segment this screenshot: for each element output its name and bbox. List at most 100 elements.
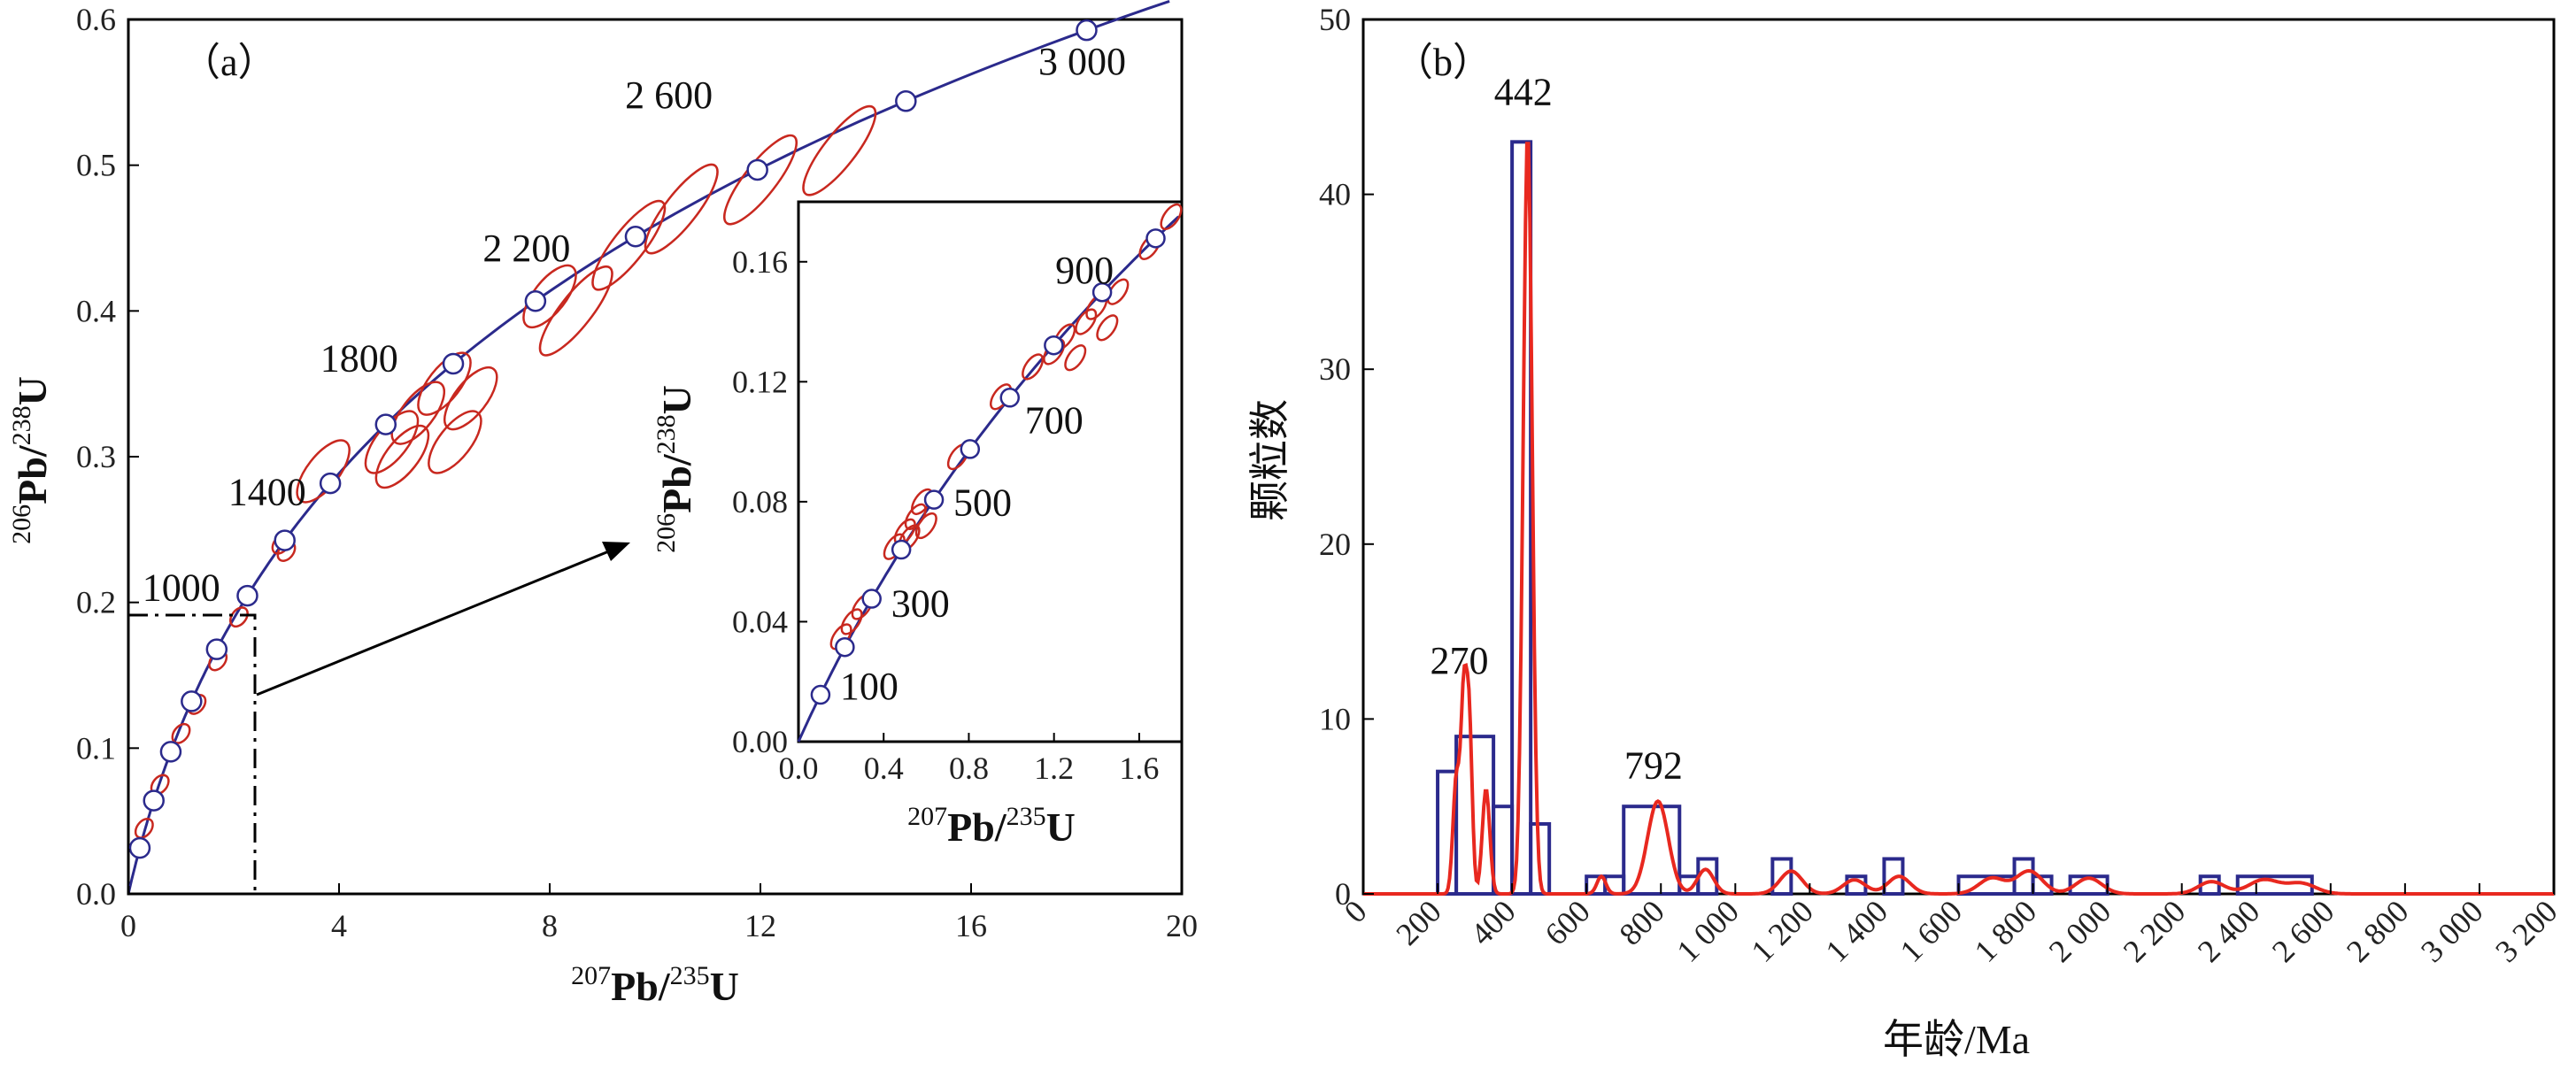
b-x-tick-label: 600 [1538,893,1596,951]
b-y-tick-label: 40 [1319,177,1351,212]
inset-age-marker [891,539,912,560]
b-x-tick-label: 1 800 [1968,893,2044,969]
inset-age-marker [810,684,831,705]
concordia-age-marker [624,225,647,248]
inset-concordia-markers [810,228,1166,705]
b-x-tick-label: 3 000 [2414,893,2490,969]
concordia-age-label: 2 200 [482,227,570,270]
peak-age-label: 442 [1494,71,1553,114]
inset-age-marker [1145,228,1166,249]
data-ellipse [644,163,719,255]
concordia-age-label: 2 600 [625,73,713,117]
inset-x-base2: U [1046,804,1076,850]
data-ellipse [228,606,249,628]
inset-data-ellipse [1107,278,1130,305]
concordia-age-label: 1400 [228,471,306,514]
inset-x-axis-label: 207Pb/235U [907,802,1076,850]
b-x-tick-label: 2 000 [2042,893,2118,969]
histogram-bar [1529,821,1552,897]
data-ellipse [417,351,472,416]
b-x-tick-label: 2 800 [2340,893,2416,969]
b-y-tick-label: 10 [1319,701,1351,736]
inset-y-base1: Pb/ [654,453,699,513]
inset-age-marker [861,589,882,609]
panel-a-x-sup1: 207 [571,961,611,990]
panel-a-x-axis-label: 207Pb/235U [571,961,739,1009]
panel-b-histogram-bars [1436,140,2314,897]
b-x-tick-label: 2 200 [2117,893,2193,969]
b-y-tick-label: 20 [1319,527,1351,562]
concordia-age-marker [895,90,917,112]
inset-y-tick-label: 0.16 [732,244,788,280]
panel-a-y-sup1: 206 [7,504,36,544]
panel-a-age-labels: 1000 1400 1800 2 200 2 600 3 000 [143,40,1126,610]
panel-b-y-ticks: 0 10 20 30 40 50 [1319,2,1374,912]
inset-y-sup2: 238 [652,414,681,454]
concordia-age-marker [128,836,151,859]
data-ellipse [522,264,577,329]
b-y-tick-label: 0 [1335,876,1351,912]
panel-b-x-axis-label: 年龄/Ma [1883,1017,2030,1062]
inset-x-sup1: 207 [907,802,947,831]
inset-y-tick-label: 0.08 [732,484,788,520]
b-x-tick-label: 1 000 [1670,893,1746,969]
panel-a-x-base1: Pb/ [611,964,671,1009]
y-tick-label: 0.5 [76,148,116,183]
concordia-age-marker [374,413,397,435]
panel-b-peak-labels: 270 442 792 [1430,71,1682,788]
concordia-age-marker [524,289,547,312]
panel-a-y-base2: U [10,376,55,405]
panel-a-label: （a） [181,41,277,84]
data-ellipse [802,104,877,196]
b-x-tick-label: 800 [1612,893,1670,951]
y-tick-label: 0.6 [76,2,116,37]
inset-age-marker [1091,281,1113,303]
data-ellipse [538,265,613,357]
inset-age-label: 300 [891,582,950,626]
data-ellipse [374,424,430,489]
panel-a-x-base2: U [710,964,739,1009]
b-x-tick-label: 1 200 [1744,893,1820,969]
inset-y-sup1: 206 [652,513,681,553]
arrow-head-icon [602,542,630,561]
inset-age-label: 900 [1055,249,1114,292]
inset-age-marker [835,636,855,658]
concordia-age-marker [143,789,165,812]
concordia-age-marker [205,638,228,660]
panel-a-zoom-box [127,613,257,896]
panel-a-y-ticks: 0.0 0.1 0.2 0.3 0.4 0.5 0.6 [76,2,139,912]
inset-y-tick-label: 0.04 [732,604,788,639]
inset-data-ellipse [1064,344,1087,372]
panel-a-x-sup2: 235 [670,961,710,990]
data-ellipse [134,817,154,839]
panel-b-kde-curve [1363,142,2554,896]
panel-a-y-base1: Pb/ [10,444,55,504]
concordia-age-marker [746,158,768,181]
inset-age-marker [960,439,981,459]
data-ellipse [443,366,498,431]
b-x-tick-label: 200 [1389,893,1447,951]
x-tick-label: 20 [1166,908,1198,943]
b-x-tick-label: 2 400 [2191,893,2267,969]
inset-data-ellipse [840,608,863,635]
inset-concordia-curve [797,215,1180,743]
panel-b-frame [1361,18,2556,896]
inset-x-tick-label: 0.4 [864,751,904,786]
panel-a-y-axis-label: 206Pb/238U [7,376,55,544]
y-tick-label: 0.1 [76,730,116,766]
y-tick-label: 0.2 [76,585,116,620]
x-tick-label: 8 [542,908,558,943]
inset-x-tick-label: 1.2 [1034,751,1074,786]
inset-y-base2: U [654,385,699,414]
peak-age-label: 792 [1624,743,1683,787]
inset-age-label: 100 [840,665,899,708]
panel-a-concordia-markers [128,19,1098,859]
y-tick-label: 0.3 [76,439,116,474]
panel-b-y-axis-label: 颗粒数 [1247,399,1292,521]
inset-y-ticks: 0.00 0.04 0.08 0.12 0.16 [732,244,807,759]
concordia-age-label: 1800 [320,337,398,381]
concordia-age-marker [236,584,258,607]
